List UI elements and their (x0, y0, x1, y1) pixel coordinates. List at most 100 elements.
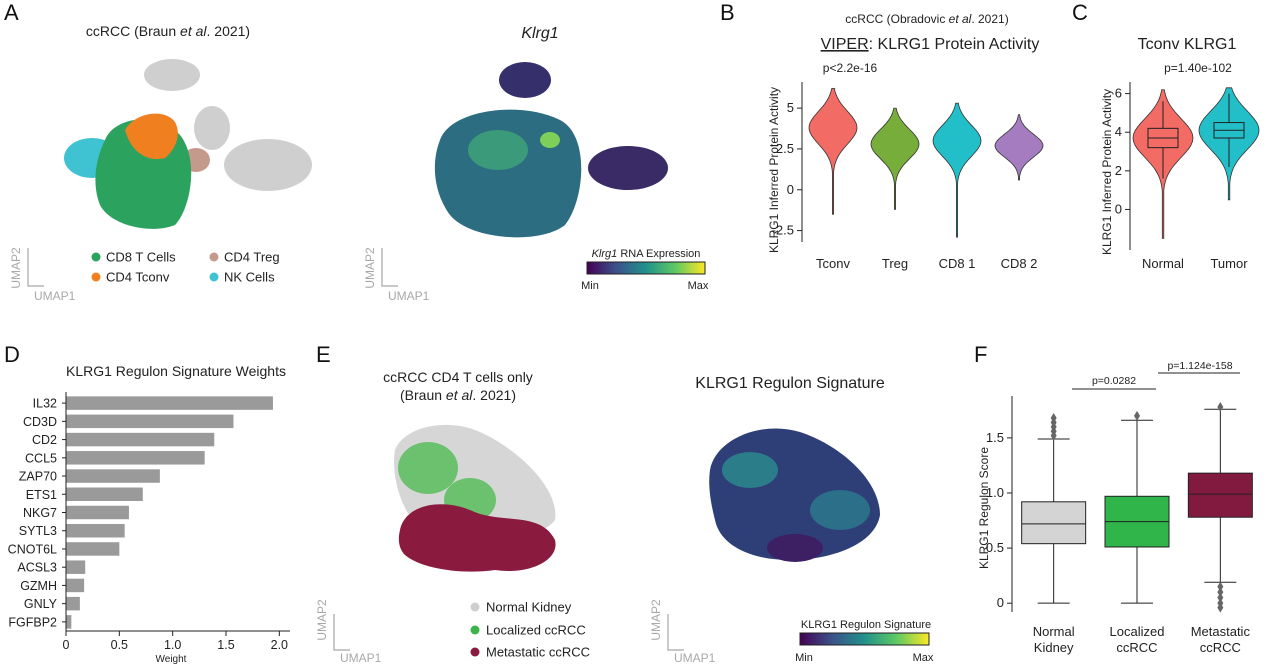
x-tick-label: Tumor (1210, 256, 1248, 271)
y-tick-label: 2 (1115, 163, 1122, 178)
umap-y-label: UMAP2 (363, 247, 377, 289)
box (1187, 472, 1253, 518)
panel-f: F KLRG1 Regulon Score p=0.0282 p=1.124e-… (974, 342, 1253, 655)
y-tick-label: 0 (787, 182, 794, 197)
legend-item: NK Cells (209, 270, 275, 285)
umap-region-localized-a (398, 442, 458, 494)
pvalue-2: p=1.124e-158 (1167, 360, 1232, 372)
outlier (1134, 410, 1140, 421)
bar-label: ACSL3 (17, 561, 57, 575)
legend-swatch (470, 625, 480, 635)
panel-e-sig-title: KLRG1 Regulon Signature (695, 375, 885, 392)
legend-swatch (470, 647, 480, 657)
outlier (1217, 581, 1224, 592)
y-tick-label: 0 (997, 595, 1004, 610)
panel-a: A ccRCC (Braun et al. 2021) Klrg1 UMAP2 … (4, 0, 709, 303)
x-tick-label: CD8 2 (1001, 256, 1038, 271)
y-tick-label: 2.5 (776, 141, 794, 156)
legend-swatch (91, 272, 101, 282)
significance-brackets: p=0.0282 p=1.124e-158 (1072, 360, 1240, 390)
panel-letter-b: B (720, 0, 735, 25)
umap-cluster-grey-mid (194, 106, 230, 150)
violin-chart-b: -2.5 0 2.5 5 Tconv Treg CD8 1 CD8 2 (772, 82, 1044, 271)
panel-d: D KLRG1 Regulon Signature Weights IL32 CD… (4, 342, 290, 665)
violin (994, 114, 1044, 181)
legend-item: CD8 T Cells (91, 250, 176, 265)
outlier (1217, 602, 1224, 613)
x-tick-label: Treg (882, 256, 908, 271)
umap-axes-e2: UMAP2 UMAP1 (649, 599, 716, 665)
legend-swatch (470, 602, 480, 612)
bar (66, 396, 273, 410)
x-tick-label: ccRCC (1116, 640, 1157, 655)
bar-label: GNLY (24, 597, 58, 611)
bar (66, 432, 215, 447)
bar (66, 523, 125, 538)
x-tick-label: Metastatic (1191, 624, 1251, 639)
x-tick-label: Normal (1142, 256, 1184, 271)
x-tick-label: 1.0 (164, 638, 181, 652)
umap-x-label: UMAP1 (34, 289, 76, 303)
y-tick-label: 4 (1115, 124, 1122, 139)
umap-region-metastatic (398, 504, 556, 572)
legend-label: Localized ccRCC (486, 623, 586, 638)
umap-x-label: UMAP1 (674, 651, 716, 665)
panel-b-title: VIPER: KLRG1 Protein Activity (821, 36, 1040, 53)
panel-b: B ccRCC (Obradovic et al. 2021) VIPER: K… (720, 0, 1044, 271)
x-tick-label: CD8 1 (939, 256, 976, 271)
bar-label: CD2 (32, 433, 57, 447)
panel-c-pvalue: p=1.40e-102 (1164, 61, 1232, 75)
x-tick-label: Tconv (816, 256, 850, 271)
violin (932, 102, 982, 238)
panel-letter-e: E (316, 342, 331, 367)
expression-colorbar: Klrg1 RNA Expression Min Max (581, 248, 709, 292)
bar-label: CCL5 (25, 451, 57, 465)
expr-blob-top (499, 62, 551, 98)
cluster-umap (64, 59, 312, 229)
bar-label: ETS1 (26, 488, 57, 502)
legend-label: CD4 Treg (224, 250, 280, 265)
y-tick-label: 6 (1115, 86, 1122, 101)
colorbar-gradient (799, 632, 930, 646)
bar-label: SYTL3 (19, 524, 57, 538)
umap-cluster-grey-right (224, 139, 312, 191)
legend-label: CD8 T Cells (106, 250, 176, 265)
outlier (1217, 402, 1224, 413)
bar (66, 505, 129, 520)
umap-y-label: UMAP2 (9, 247, 23, 289)
y-tick-label: 0.5 (986, 540, 1004, 555)
bar (66, 451, 205, 465)
bar (66, 414, 234, 429)
legend-item: Normal Kidney (470, 600, 572, 615)
sig-region-high-a (722, 452, 778, 488)
umap-axis-arrow (333, 614, 350, 651)
panel-c-ylabel: KLRG1 Inferred Protein Activity (1100, 89, 1114, 255)
x-tick-label: Normal (1033, 624, 1075, 639)
legend-swatch (209, 272, 219, 282)
legend-label: Metastatic ccRCC (486, 645, 590, 660)
y-tick-label: -2.5 (772, 223, 794, 238)
panel-d-title: KLRG1 Regulon Signature Weights (66, 363, 286, 379)
legend-swatch (91, 252, 101, 262)
umap-y-label: UMAP2 (649, 599, 663, 641)
legend-item: CD4 Tconv (91, 270, 170, 285)
bar-label: CD3D (23, 415, 57, 429)
panel-letter-f: F (974, 342, 987, 367)
bar-label: GZMH (20, 579, 57, 593)
umap-axes-a1: UMAP2 UMAP1 (9, 247, 76, 303)
violin (808, 87, 858, 215)
bar (66, 542, 120, 556)
bar-label: IL32 (33, 397, 57, 411)
panel-c-title: Tconv KLRG1 (1138, 36, 1237, 53)
umap-y-label: UMAP2 (315, 599, 329, 641)
panel-f-ylabel: KLRG1 Regulon Score (977, 447, 991, 569)
condition-legend: Normal Kidney Localized ccRCC Metastatic… (470, 600, 590, 660)
legend-item: Localized ccRCC (470, 623, 586, 638)
panel-letter-a: A (4, 0, 19, 25)
legend-item: Metastatic ccRCC (470, 645, 590, 660)
outlier (1217, 592, 1224, 603)
legend-label: NK Cells (224, 270, 275, 285)
signature-colorbar: KLRG1 Regulon Signature Min Max (795, 619, 934, 664)
umap-cluster-cd4-tconv (125, 113, 178, 160)
x-tick-label: Localized (1110, 624, 1165, 639)
